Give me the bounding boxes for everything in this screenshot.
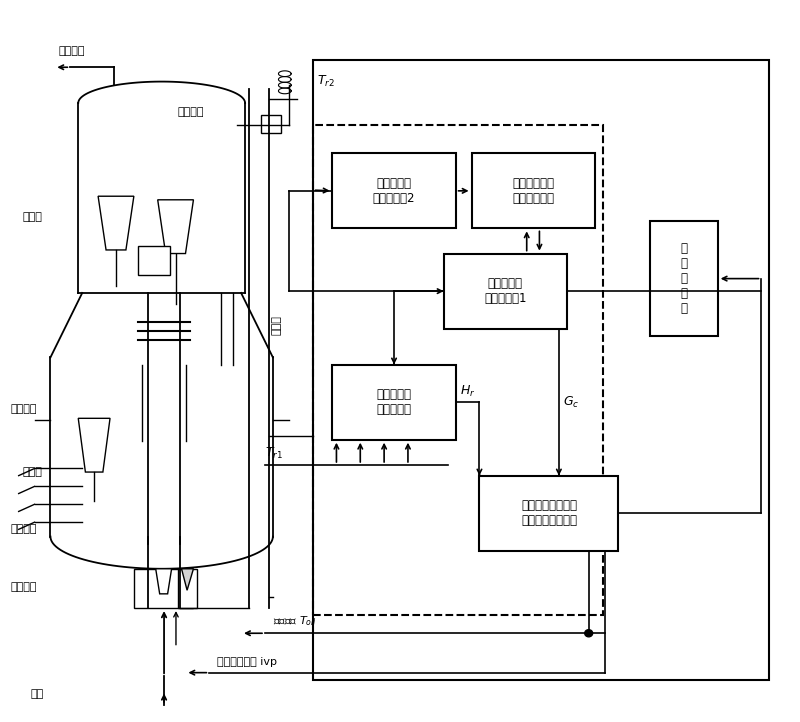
Text: 提升管反应
热计算模块: 提升管反应 热计算模块 (377, 388, 411, 416)
Bar (178, 569, 198, 608)
Text: 进料温度 $T_{oil}$: 进料温度 $T_{oil}$ (273, 614, 317, 627)
Bar (479, 476, 618, 551)
Text: $G_c$: $G_c$ (563, 395, 579, 410)
Text: 催化剂循环
量计算模块2: 催化剂循环 量计算模块2 (373, 177, 415, 205)
Bar (261, 116, 281, 133)
Bar (333, 153, 456, 228)
Text: $H_r$: $H_r$ (459, 383, 475, 399)
Text: 去分馏塔: 去分馏塔 (58, 46, 85, 56)
Bar (471, 153, 594, 228)
Polygon shape (182, 569, 194, 591)
Polygon shape (156, 569, 171, 593)
Text: 空气: 空气 (30, 689, 44, 699)
Text: 反应压力: 反应压力 (178, 108, 204, 118)
Text: 再生阀门开度 ivp: 再生阀门开度 ivp (218, 657, 278, 667)
Bar (444, 253, 567, 329)
Bar (650, 222, 718, 336)
Circle shape (585, 630, 593, 637)
Polygon shape (98, 196, 134, 250)
Text: $T_{r1}$: $T_{r1}$ (265, 446, 283, 461)
Text: 再生温度: 再生温度 (10, 524, 38, 534)
Bar (134, 569, 194, 608)
Text: 再生压力: 再生压力 (10, 404, 38, 414)
Bar (313, 60, 770, 680)
Bar (333, 365, 456, 440)
Polygon shape (78, 418, 110, 472)
Text: 控
制
计
算
机: 控 制 计 算 机 (681, 242, 687, 315)
Text: 提升管: 提升管 (271, 316, 282, 335)
Bar (138, 246, 170, 275)
Text: 再生器: 再生器 (22, 466, 42, 477)
Text: 待生阀门: 待生阀门 (10, 582, 38, 592)
Bar (313, 125, 602, 615)
Text: $T_{r2}$: $T_{r2}$ (317, 74, 334, 89)
Text: 反应深度自适应非
线性预测控制模块: 反应深度自适应非 线性预测控制模块 (521, 499, 577, 527)
Text: 催化剂循环
量计算模块1: 催化剂循环 量计算模块1 (484, 277, 526, 305)
Polygon shape (158, 200, 194, 253)
Text: 再生阀门模型
系数校正模块: 再生阀门模型 系数校正模块 (512, 177, 554, 205)
Text: 沉降器: 沉降器 (22, 212, 42, 222)
